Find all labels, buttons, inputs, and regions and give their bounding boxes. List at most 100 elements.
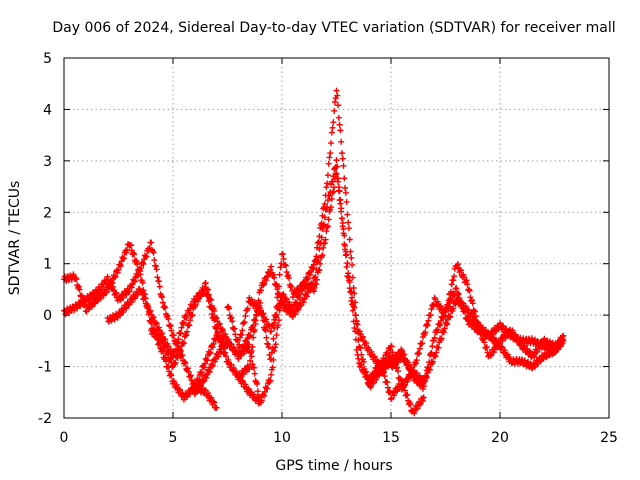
series-track-2 [61,239,220,411]
series-track-5 [191,87,394,398]
data-point-marker [82,299,89,306]
data-point-marker [267,377,274,384]
data-point-marker [342,252,349,259]
data-point-marker [413,369,420,376]
data-point-marker [458,267,465,274]
data-point-marker [354,351,361,358]
data-point-marker [324,224,331,231]
data-point-marker [316,246,323,253]
data-point-marker [162,354,169,361]
data-point-marker [184,365,191,372]
data-point-marker [107,280,114,287]
data-point-marker [351,290,358,297]
data-point-marker [445,303,452,310]
data-point-marker [327,188,334,195]
data-point-marker [461,274,468,281]
data-point-marker [351,325,358,332]
data-point-marker [395,368,402,375]
data-point-marker [366,383,373,390]
data-point-marker [534,338,541,345]
data-point-marker [190,379,197,386]
data-point-marker [474,318,481,325]
data-point-marker [162,358,169,365]
data-point-marker [228,314,235,321]
data-point-marker [420,394,427,401]
data-point-marker [345,219,352,226]
data-point-marker [285,305,292,312]
data-point-marker [336,188,343,195]
data-point-marker [177,346,184,353]
data-point-marker [139,260,146,267]
data-point-marker [479,324,486,331]
data-point-marker [537,339,544,346]
data-point-marker [370,377,377,384]
data-point-marker [325,216,332,223]
data-point-marker [205,368,212,375]
data-point-marker [100,292,107,299]
data-point-marker [348,288,355,295]
data-point-marker [187,372,194,379]
data-point-marker [277,264,284,271]
data-point-marker [172,359,179,366]
data-point-marker [324,172,331,179]
data-point-marker [371,353,378,360]
data-point-marker [388,363,395,370]
x-tick-label: 5 [169,430,178,446]
data-point-marker [162,304,169,311]
data-point-marker [337,127,344,134]
data-point-marker [89,303,96,310]
data-point-marker [444,321,451,328]
data-point-marker [208,394,215,401]
data-point-marker [150,314,157,321]
data-point-marker [532,363,539,370]
data-point-marker [518,356,525,363]
data-point-marker [313,266,320,273]
data-point-marker [310,280,317,287]
data-point-marker [272,282,279,289]
data-point-marker [209,362,216,369]
data-point-marker [500,322,507,329]
data-point-marker [123,305,130,312]
data-point-marker [185,368,192,375]
data-point-marker [430,358,437,365]
data-point-marker [238,331,245,338]
data-point-marker [125,302,132,309]
data-point-marker [229,318,236,325]
data-point-marker [481,339,488,346]
data-point-marker [322,236,329,243]
data-point-marker [195,377,202,384]
data-point-marker [450,277,457,284]
data-point-marker [276,291,283,298]
data-point-marker [175,351,182,358]
data-point-marker [247,357,254,364]
data-point-marker [158,293,165,300]
data-point-marker [134,273,141,280]
data-point-marker [338,138,345,145]
data-point-marker [424,369,431,376]
data-point-marker [180,340,187,347]
data-point-marker [85,295,92,302]
series-track-8 [366,285,567,392]
data-point-marker [464,281,471,288]
data-point-marker [242,381,249,388]
data-point-marker [143,253,150,260]
data-point-marker [131,251,138,258]
data-point-marker [267,266,274,273]
data-point-marker [483,344,490,351]
data-point-marker [349,294,356,301]
data-point-marker [244,305,251,312]
data-point-marker [341,241,348,248]
data-point-marker [353,346,360,353]
data-point-marker [99,291,106,298]
data-point-marker [298,286,305,293]
data-point-marker [330,119,337,126]
data-point-marker [269,364,276,371]
data-point-marker [205,390,212,397]
data-point-marker [342,184,349,191]
data-point-marker [152,319,159,326]
data-point-marker [180,319,187,326]
data-point-marker [254,305,261,312]
data-point-marker [327,150,334,157]
data-point-marker [128,299,135,306]
